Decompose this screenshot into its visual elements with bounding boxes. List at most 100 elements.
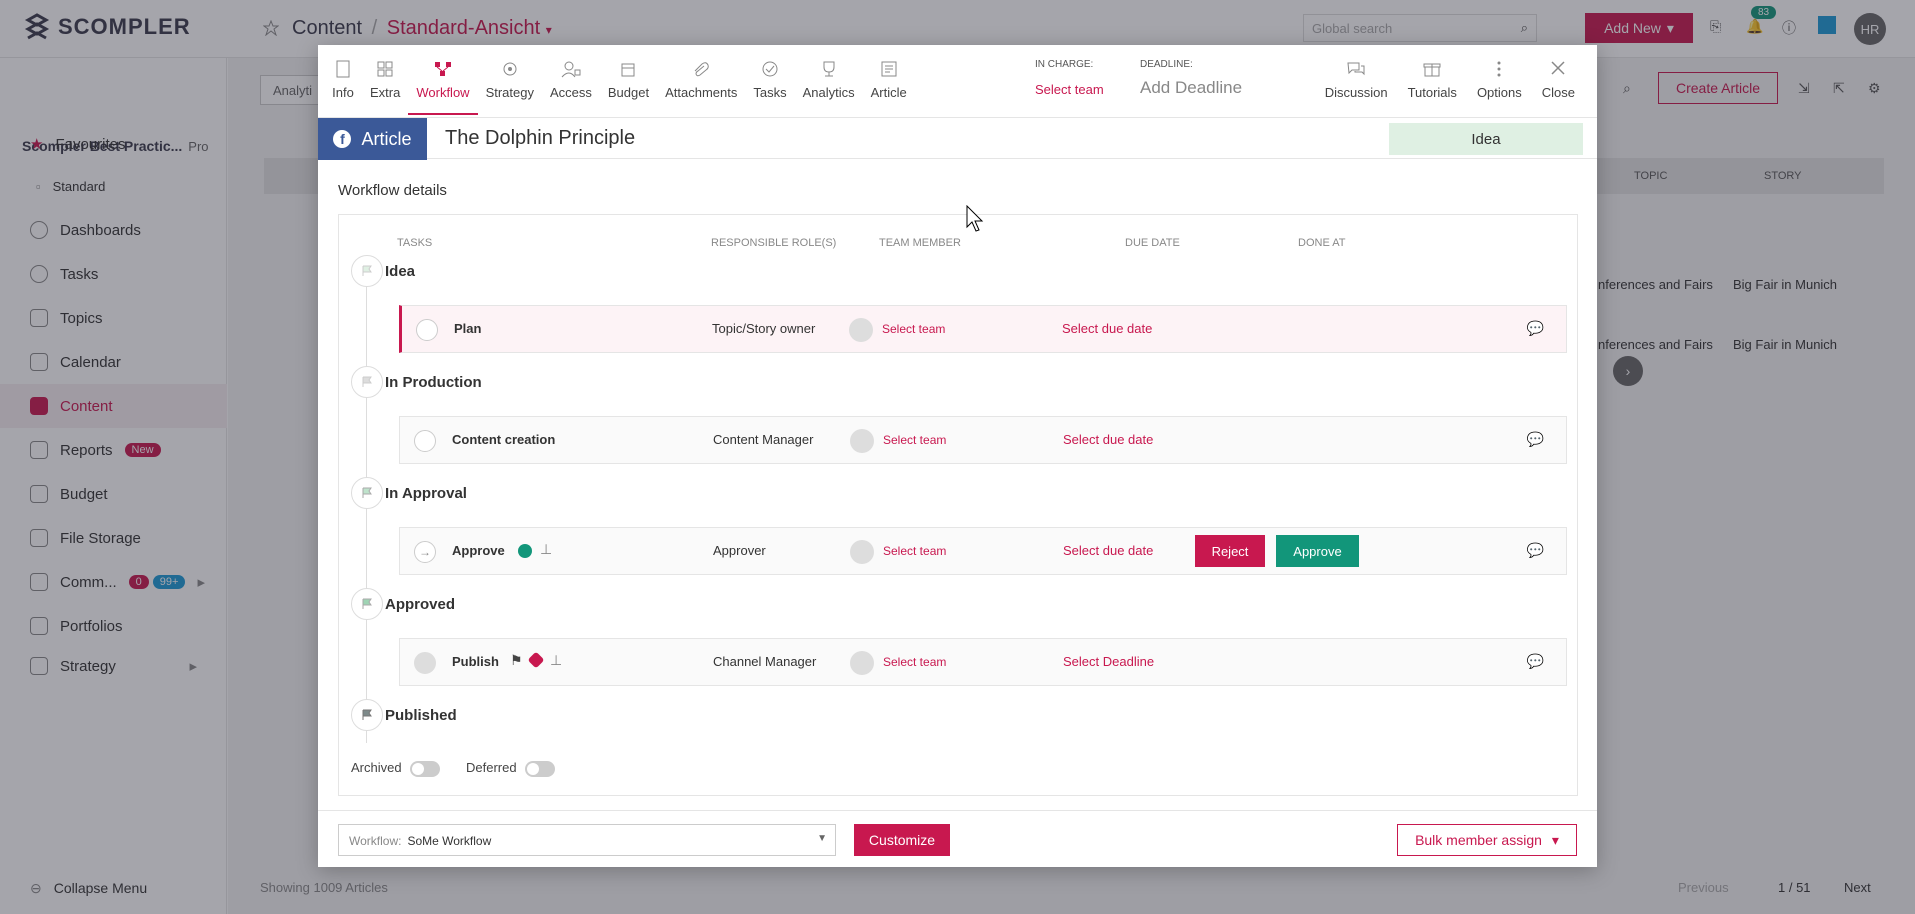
sidebar-item-portfolios[interactable]: Portfolios bbox=[0, 604, 227, 648]
tab-article[interactable]: Article bbox=[863, 45, 915, 115]
export-icon[interactable]: ⇱ bbox=[1833, 80, 1845, 96]
task-row[interactable]: → Approve ⊥ Approver Select team Select … bbox=[399, 527, 1567, 575]
import-icon[interactable]: ⇲ bbox=[1798, 80, 1810, 96]
comment-icon[interactable]: 💬 bbox=[1526, 653, 1544, 669]
select-team-button[interactable]: Select team bbox=[882, 322, 946, 336]
budget-icon bbox=[621, 63, 635, 77]
task-role: Approver bbox=[713, 543, 766, 558]
bulk-member-assign-button[interactable]: Bulk member assign ▾ bbox=[1397, 824, 1577, 856]
sidebar-item-reports[interactable]: Reports New bbox=[0, 428, 227, 472]
sidebar-item-dashboards[interactable]: Dashboards bbox=[0, 208, 227, 252]
sidebar-item-content[interactable]: Content bbox=[0, 384, 227, 428]
close-button[interactable]: Close bbox=[1538, 59, 1579, 100]
approve-button[interactable]: Approve bbox=[1276, 535, 1359, 567]
newspaper-icon bbox=[881, 61, 897, 77]
arrow-circle-icon[interactable]: → bbox=[414, 541, 436, 563]
tab-tasks[interactable]: Tasks bbox=[745, 45, 794, 115]
tab-budget[interactable]: Budget bbox=[600, 45, 657, 115]
global-search-input[interactable]: Global search ⌕ bbox=[1303, 14, 1537, 42]
tutorials-button[interactable]: Tutorials bbox=[1404, 59, 1461, 100]
create-article-button[interactable]: Create Article bbox=[1658, 72, 1778, 104]
tab-label: Access bbox=[549, 85, 592, 100]
add-deadline-button[interactable]: Add Deadline bbox=[1140, 78, 1243, 97]
settings-icon[interactable]: ⚙ bbox=[1868, 80, 1881, 96]
breadcrumb-root[interactable]: Content bbox=[292, 17, 363, 39]
target-icon bbox=[503, 62, 517, 76]
sidebar-item-standard[interactable]: ▫ Standard bbox=[0, 164, 227, 208]
column-header-story[interactable]: STORY bbox=[1764, 170, 1802, 182]
select-due-date-button[interactable]: Select due date bbox=[1063, 432, 1154, 447]
bell-icon[interactable]: 🔔 bbox=[1746, 18, 1764, 34]
tab-workflow[interactable]: Workflow bbox=[408, 45, 478, 115]
workflow-label: Workflow: bbox=[349, 834, 402, 848]
previous-page-button[interactable]: Previous bbox=[1678, 880, 1729, 895]
calendar-icon bbox=[30, 353, 48, 371]
sidebar-item-budget[interactable]: Budget bbox=[0, 472, 227, 516]
comment-icon[interactable]: 💬 bbox=[1526, 320, 1544, 336]
archived-toggle[interactable] bbox=[409, 760, 440, 777]
info-icon[interactable]: ⓘ bbox=[1782, 20, 1796, 36]
flag-icon bbox=[351, 366, 383, 398]
tab-info[interactable]: Info bbox=[318, 45, 362, 115]
sidebar-item-tasks[interactable]: Tasks bbox=[0, 252, 227, 296]
chevron-down-icon[interactable]: ▾ bbox=[545, 23, 552, 37]
tab-strategy[interactable]: Strategy bbox=[478, 45, 542, 115]
workflow-select[interactable]: Workflow: SoMe Workflow ▼ bbox=[338, 824, 836, 856]
customize-button[interactable]: Customize bbox=[854, 824, 950, 856]
sidebar-item-comm[interactable]: Comm... 0 99+ ▸ bbox=[0, 560, 227, 604]
add-new-button[interactable]: Add New ▾ bbox=[1585, 13, 1693, 43]
task-status-circle[interactable] bbox=[414, 430, 436, 452]
search-icon[interactable]: ⌕ bbox=[1623, 80, 1631, 96]
task-row[interactable]: Content creation Content Manager Select … bbox=[399, 416, 1567, 464]
view-icon: ▫ bbox=[36, 178, 41, 194]
select-team-button[interactable]: Select team bbox=[883, 433, 947, 447]
keyboard-icon[interactable] bbox=[1818, 16, 1836, 34]
task-name: Approve bbox=[452, 543, 505, 558]
workspace-name[interactable]: Scompler Best Practic... Pro bbox=[22, 138, 209, 154]
tab-attachments[interactable]: Attachments bbox=[657, 45, 745, 115]
app-logo[interactable]: SCOMPLER bbox=[24, 12, 191, 42]
deadline: DEADLINE: Add Deadline bbox=[1140, 59, 1242, 98]
task-row[interactable]: Publish ⚑ ⊥ Channel Manager Select team … bbox=[399, 638, 1567, 686]
checkered-flag-icon: ⚑ bbox=[510, 652, 523, 668]
check-circle-icon bbox=[30, 265, 48, 283]
options-button[interactable]: Options bbox=[1473, 59, 1526, 100]
user-avatar[interactable]: HR bbox=[1854, 13, 1886, 45]
discussion-button[interactable]: Discussion bbox=[1321, 59, 1392, 100]
deferred-toggle[interactable] bbox=[524, 760, 555, 777]
sidebar-item-topics[interactable]: Topics bbox=[0, 296, 227, 340]
comment-icon[interactable]: 💬 bbox=[1526, 431, 1544, 447]
scroll-right-button[interactable]: › bbox=[1613, 356, 1643, 386]
article-title[interactable]: The Dolphin Principle bbox=[445, 127, 636, 149]
comment-icon[interactable]: 💬 bbox=[1526, 542, 1544, 558]
reject-button[interactable]: Reject bbox=[1195, 535, 1265, 567]
sidebar-item-strategy[interactable]: Strategy ▸ bbox=[0, 644, 227, 688]
gift-icon[interactable]: ⎘ bbox=[1710, 18, 1722, 34]
task-status-circle[interactable] bbox=[414, 652, 436, 674]
sidebar-item-calendar[interactable]: Calendar bbox=[0, 340, 227, 384]
select-due-date-button[interactable]: Select due date bbox=[1063, 543, 1154, 558]
in-charge-select[interactable]: Select team bbox=[1035, 82, 1104, 97]
sidebar-item-favourites[interactable]: ★ Favourites bbox=[0, 122, 227, 166]
column-header-topic[interactable]: TOPIC bbox=[1634, 170, 1668, 182]
cell-story: Big Fair in Munich bbox=[1733, 337, 1838, 352]
stage-title: In Production bbox=[385, 374, 482, 391]
next-page-button[interactable]: Next bbox=[1844, 880, 1871, 895]
status-badge[interactable]: Idea bbox=[1389, 123, 1583, 155]
star-icon[interactable] bbox=[263, 20, 279, 36]
select-deadline-button[interactable]: Select Deadline bbox=[1063, 654, 1155, 669]
select-due-date-button[interactable]: Select due date bbox=[1062, 321, 1153, 336]
sidebar-item-file-storage[interactable]: File Storage bbox=[0, 516, 227, 560]
collapse-menu-button[interactable]: ⊖ Collapse Menu bbox=[0, 866, 227, 910]
task-status-circle[interactable] bbox=[416, 319, 438, 341]
task-row[interactable]: Plan Topic/Story owner Select team Selec… bbox=[399, 305, 1567, 353]
gift-icon bbox=[1423, 63, 1441, 77]
tab-access[interactable]: Access bbox=[542, 45, 600, 115]
tab-analytics[interactable]: Analytics bbox=[795, 45, 863, 115]
select-team-button[interactable]: Select team bbox=[883, 544, 947, 558]
task-role: Channel Manager bbox=[713, 654, 817, 669]
breadcrumb-current[interactable]: Standard-Ansicht bbox=[386, 17, 541, 39]
select-team-button[interactable]: Select team bbox=[883, 655, 947, 669]
chevron-down-icon: ▼ bbox=[817, 833, 827, 844]
tab-extra[interactable]: Extra bbox=[362, 45, 408, 115]
